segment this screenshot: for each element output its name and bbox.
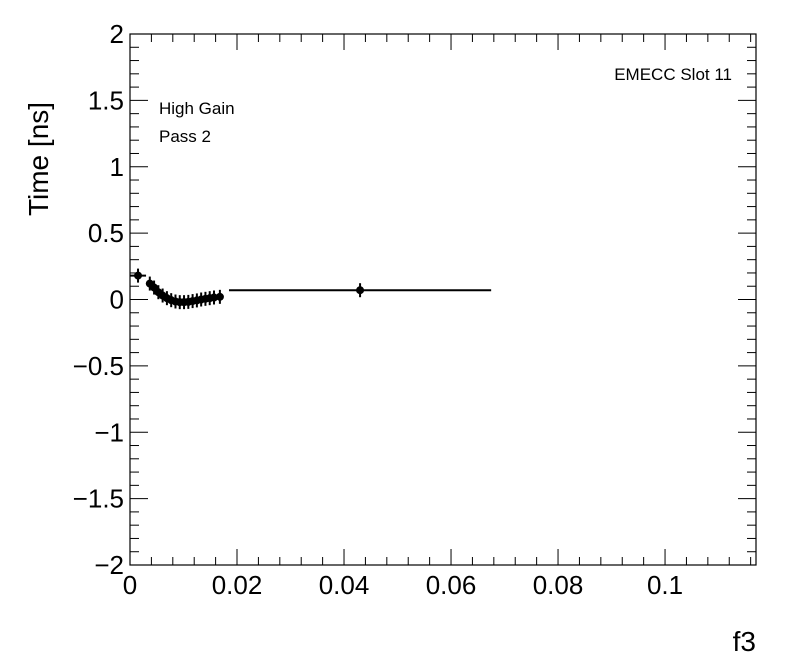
point-marker xyxy=(134,271,143,280)
annotation-pass: Pass 2 xyxy=(159,127,211,146)
x-tick-label: 0.04 xyxy=(319,570,370,600)
y-tick-label: −2 xyxy=(94,550,124,580)
y-tick-label: 1 xyxy=(110,152,124,182)
x-axis-ticks xyxy=(129,34,752,565)
annotation-high-gain: High Gain xyxy=(159,99,235,118)
data-point xyxy=(215,289,224,304)
y-tick-label: −0.5 xyxy=(73,351,124,381)
data-point xyxy=(210,290,219,305)
y-tick-label: 1.5 xyxy=(88,85,124,115)
x-tick-label: 0.02 xyxy=(212,570,263,600)
y-tick-label: −1.5 xyxy=(73,484,124,514)
y-axis-ticks xyxy=(130,33,756,566)
data-point xyxy=(130,268,147,283)
x-axis-title: f3 xyxy=(733,626,756,657)
x-axis-tick-labels: 0 0.02 0.04 0.06 0.08 0.1 xyxy=(123,570,683,600)
x-tick-label: 0 xyxy=(123,570,137,600)
point-marker xyxy=(356,286,365,295)
y-tick-label: 0.5 xyxy=(88,218,124,248)
y-tick-label: 2 xyxy=(110,19,124,49)
x-tick-label: 0.06 xyxy=(426,570,477,600)
annotation-slot: EMECC Slot 11 xyxy=(614,65,732,84)
y-tick-label: 0 xyxy=(110,285,124,315)
data-points xyxy=(130,268,492,310)
x-tick-label: 0.08 xyxy=(533,570,584,600)
y-axis-title: Time [ns] xyxy=(23,102,54,216)
y-axis-tick-labels: −2 −1.5 −1 −0.5 0 0.5 1 1.5 2 xyxy=(73,19,124,580)
x-tick-label: 0.1 xyxy=(647,570,683,600)
y-tick-label: −1 xyxy=(94,417,124,447)
point-marker xyxy=(210,293,219,302)
data-point xyxy=(228,283,492,298)
point-marker xyxy=(215,292,224,301)
